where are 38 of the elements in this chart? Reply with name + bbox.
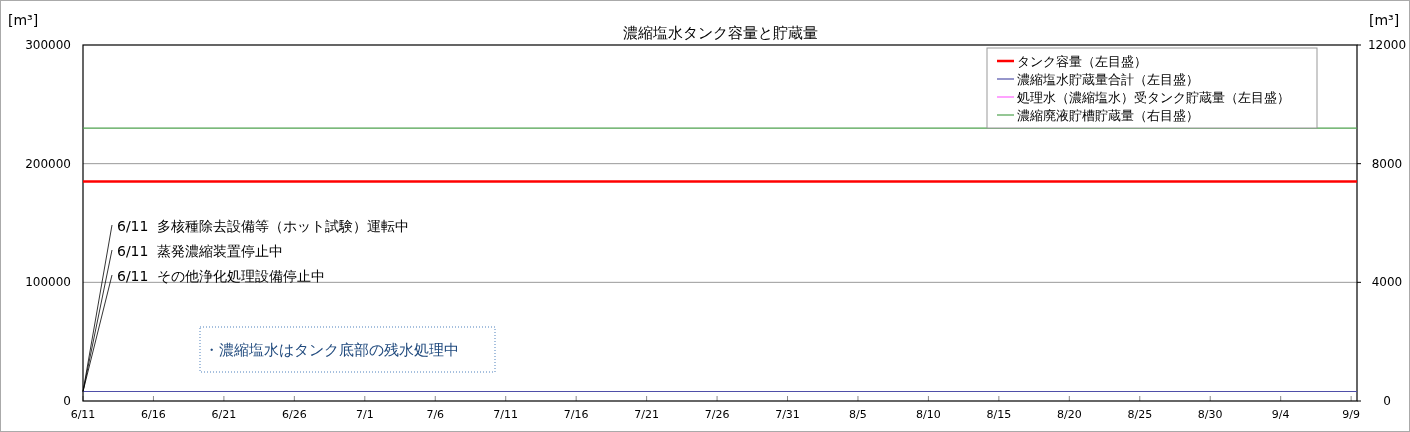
annotation: ・濃縮塩水はタンク底部の残水処理中 [204, 341, 459, 359]
y-tick-label: 200000 [25, 156, 71, 171]
x-tick-label: 7/31 [775, 408, 800, 421]
annotation: 6/11 多核種除去設備等（ホット試験）運転中 [117, 218, 410, 234]
y2-tick-label: 0 [1383, 394, 1391, 408]
y-tick-label: 0 [63, 394, 71, 408]
y-tick-label: 300000 [25, 38, 71, 52]
y2-tick-label: 4000 [1371, 275, 1403, 290]
x-tick-label: 7/21 [634, 408, 659, 421]
x-tick-label: 8/15 [986, 408, 1012, 421]
y2-tick-label: 8000 [1371, 156, 1403, 171]
x-tick-label: 6/11 [70, 408, 96, 421]
x-tick-label: 7/6 [426, 408, 445, 421]
x-tick-label: 7/11 [493, 408, 519, 421]
legend-label: タンク容量（左目盛） [1017, 54, 1147, 69]
y-tick-label: 100000 [25, 275, 71, 290]
legend-label: 濃縮廃液貯槽貯蔵量（右目盛） [1017, 108, 1199, 123]
x-tick-label: 6/16 [141, 408, 166, 421]
x-tick-label: 7/1 [355, 408, 374, 421]
x-tick-label: 8/5 [849, 408, 867, 421]
x-tick-label: 8/25 [1127, 408, 1153, 421]
y2-tick-label: 12000 [1367, 38, 1407, 52]
x-tick-label: 8/30 [1197, 408, 1223, 421]
legend-label: 濃縮塩水貯蔵量合計（左目盛） [1017, 72, 1199, 87]
y2-axis-title: [m³] [1369, 12, 1400, 28]
annotation: 6/11 蒸発濃縮装置停止中 [117, 243, 284, 259]
y-axis-title: [m³] [8, 12, 39, 28]
chart-title: 濃縮塩水タンク容量と貯蔵量 [622, 24, 818, 42]
x-tick-label: 9/9 [1342, 408, 1360, 421]
x-tick-label: 7/16 [563, 408, 589, 421]
x-tick-label: 7/26 [704, 408, 730, 421]
x-tick-label: 8/20 [1056, 408, 1082, 421]
legend-label: 処理水（濃縮塩水）受タンク貯蔵量（左目盛） [1017, 90, 1290, 105]
annotation: 6/11 その他浄化処理設備停止中 [117, 268, 326, 284]
x-tick-label: 9/4 [1271, 408, 1290, 421]
x-tick-label: 6/26 [282, 408, 307, 421]
x-tick-label: 8/10 [916, 408, 941, 421]
x-tick-label: 6/21 [211, 408, 237, 421]
